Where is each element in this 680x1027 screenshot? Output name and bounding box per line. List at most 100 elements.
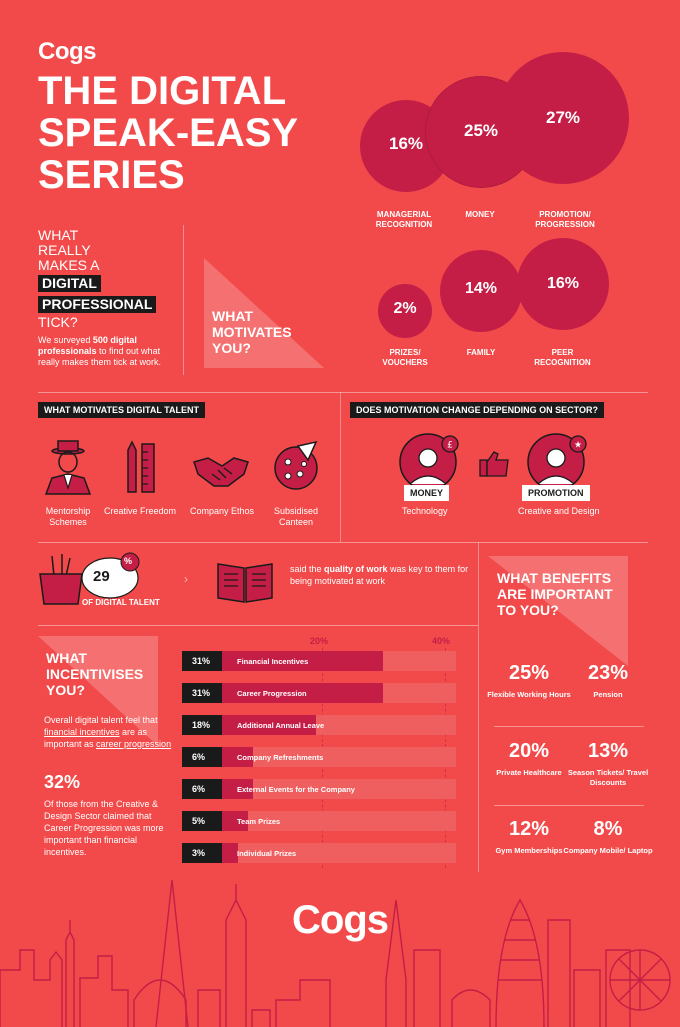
sector-money-badge: MONEY [404,485,450,501]
bubble-prizes: 2% [378,284,432,338]
bar-value-label: 31% [182,651,222,671]
section-divider-1 [38,392,648,393]
bar-value-label: 5% [182,811,222,831]
bar-category-label: Company Refreshments [237,752,324,762]
bar-row: 5% Team Prizes [182,811,456,831]
talent-label-creative-freedom: Creative Freedom [103,506,177,516]
bar-track [222,843,456,863]
bar-row: 3% Individual Prizes [182,843,456,863]
intro-question-before: WHAT REALLY MAKES A [38,227,100,273]
open-book-icon [217,563,273,603]
bar-fill [222,715,316,735]
thumbs-up-icon [479,451,509,477]
bar-row: 6% External Events for the Company [182,779,456,799]
benefits-divider [478,542,479,872]
talent-label-canteen: Subsidised Canteen [273,506,319,527]
bubble-family: 14% [440,250,522,332]
bar-fill [222,811,248,831]
ruler-pencil-icon [127,440,155,493]
benefits-row-divider-2 [494,805,644,806]
section-vdivider-1 [340,392,341,542]
bar-row: 18% Additional Annual Leave [182,715,456,735]
intro-question-after: TICK? [38,314,78,330]
benefit-label-flexible: Flexible Working Hours [487,690,571,699]
bar-value-label: 3% [182,843,222,863]
bubble-peer-recognition: 16% [517,238,609,330]
benefit-pct-season-tickets: 13% [587,740,629,762]
bar-track [222,811,456,831]
bar-value-label: 6% [182,779,222,799]
benefits-heading: WHAT BENEFITS ARE IMPORTANT TO YOU? [497,570,613,618]
survey-description: We surveyed 500 digital professionals to… [38,335,162,367]
intro-question: WHAT REALLY MAKES A DIGITAL PROFESSIONAL… [38,228,178,330]
bar-fill [222,683,384,703]
label-peer-recognition: PEER RECOGNITION [534,348,591,367]
bar-track [222,779,456,799]
bar-track [222,747,456,767]
motivates-triangle [204,258,324,368]
bar-row: 31% Career Progression [182,683,456,703]
sector-heading: DOES MOTIVATION CHANGE DEPENDING ON SECT… [350,402,605,418]
bar-category-label: Individual Prizes [237,848,297,858]
bar-value-label: 6% [182,747,222,767]
benefit-pct-gym: 12% [508,818,550,840]
title-line-3: SERIES [38,153,185,197]
sector-promotion-badge: PROMOTION [522,485,590,501]
footer-brand-logo: Cogs [292,898,389,942]
bar-fill [222,779,254,799]
brand-logo: Cogs [38,38,97,65]
benefit-pct-mobile: 8% [593,818,623,840]
benefit-label-mobile: Company Mobile/ Laptop [563,846,653,855]
talent-label-company-ethos: Company Ethos [189,506,255,516]
label-prizes: PRIZES/ VOUCHERS [382,348,428,367]
section-divider-3 [38,625,478,626]
incentives-heading: WHAT INCENTIVISES YOU? [46,650,144,698]
bar-category-label: External Events for the Company [237,784,355,794]
sector-creative-caption: Creative and Design [518,506,600,516]
bar-row: 31% Financial Incentives [182,651,456,671]
label-money: MONEY [465,210,495,219]
page-title: THE DIGITAL SPEAK-EASY SERIES [38,70,338,196]
chart-tick-20: 20% [310,636,329,646]
bar-value-label: 31% [182,683,222,703]
pen-pot-icon [39,554,83,605]
incentives-description: Overall digital talent feel that financi… [44,715,172,749]
sector-technology-caption: Technology [402,506,448,516]
label-managerial-recognition: MANAGERIAL RECOGNITION [375,210,433,229]
bar-category-label: Additional Annual Leave [237,720,325,730]
bar-value-label: 18% [182,715,222,735]
benefit-label-healthcare: Private Healthcare [496,768,562,777]
benefits-row-divider-1 [494,726,644,727]
motivates-heading: WHAT MOTIVATES YOU? [212,308,292,356]
intro-highlight-digital: DIGITAL [38,275,101,292]
benefits-triangle [488,556,628,666]
intro-highlight-professional: PROFESSIONAL [38,296,157,313]
chevron-right-icon: › [184,572,188,586]
quality-stat-value: 29 [93,568,110,585]
creative-person-icon: ★ [527,433,587,491]
talent-label-mentorship: Mentorship Schemes [45,506,91,527]
benefit-label-pension: Pension [593,690,623,699]
section-divider-2 [38,542,648,543]
incentives-stat-value: 32% [44,772,81,792]
london-skyline-illustration [0,879,671,1027]
bubble-promotion: 27% [497,52,629,184]
bar-fill [222,843,238,863]
speech-bubble-icon [81,552,140,599]
benefit-label-gym: Gym Memberships [495,846,563,855]
svg-text:★: ★ [574,441,582,451]
label-promotion: PROMOTION/ PROGRESSION [535,210,595,229]
bar-category-label: Financial Incentives [237,656,309,666]
title-line-2: SPEAK-EASY [38,111,299,155]
bar-category-label: Career Progression [237,688,307,698]
quality-stat-unit: % [124,556,133,566]
benefit-pct-flexible: 25% [508,662,550,684]
mentor-icon [44,440,92,495]
bar-fill [222,651,384,671]
technology-person-icon: £ [399,433,459,491]
title-line-1: THE DIGITAL [38,69,287,113]
pizza-icon [274,440,318,490]
svg-text:£: £ [447,441,453,451]
talent-heading: WHAT MOTIVATES DIGITAL TALENT [38,402,205,418]
intro-divider [183,225,184,375]
